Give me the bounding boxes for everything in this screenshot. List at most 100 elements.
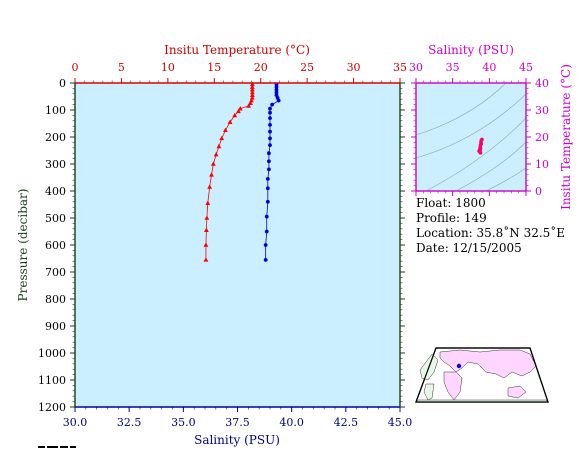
left-axis-tick-label: 700 xyxy=(45,266,66,279)
salinity-point xyxy=(267,167,271,172)
temperature-point xyxy=(203,257,209,262)
float-id: Float: 1800 xyxy=(416,196,486,210)
ts-right-axis-tick-label: 10 xyxy=(535,158,549,171)
profile-plot: 0 5 10 15 20 25 30 35 30.0 32.5 35.0 37.5 40.0 42.5 45… xyxy=(16,43,412,447)
bottom-axis-tick-label: 42.5 xyxy=(334,416,359,429)
salinity-point xyxy=(267,151,271,156)
generator-stamp xyxy=(38,446,76,448)
ts-top-axis-tick-label: 35 xyxy=(446,61,460,74)
ts-top-axis-tick-label: 40 xyxy=(482,61,496,74)
salinity-point xyxy=(268,106,272,111)
map-land-south-america xyxy=(423,383,435,401)
left-axis-tick-label: 1200 xyxy=(38,401,66,414)
temperature-point xyxy=(246,103,252,108)
density-contours xyxy=(415,82,527,192)
left-axis-tick-label: 800 xyxy=(45,293,66,306)
density-contour xyxy=(455,141,527,192)
temperature-point xyxy=(232,112,238,118)
salinity-point xyxy=(268,122,272,127)
map-land-africa xyxy=(443,371,463,401)
salinity-point xyxy=(265,199,270,204)
map-land-eurasia xyxy=(439,349,537,379)
profile-plot-marks xyxy=(203,81,281,262)
temperature-point xyxy=(203,227,209,232)
salinity-point xyxy=(268,143,272,148)
salinity-point xyxy=(274,90,279,95)
temperature-point xyxy=(219,135,225,141)
temperature-point xyxy=(248,100,253,106)
ts-top-axis-label: Salinity (PSU) xyxy=(428,43,514,57)
left-axis-tick-label: 300 xyxy=(45,158,66,171)
ts-right-axis-tick-label: 20 xyxy=(535,131,549,144)
salinity-point xyxy=(265,186,270,191)
profile-date: Date: 12/15/2005 xyxy=(416,241,522,255)
top-axis-tick-label: 0 xyxy=(72,61,79,74)
ts-point xyxy=(477,149,481,153)
top-axis-tick-label: 25 xyxy=(300,61,314,74)
temperature-point xyxy=(249,81,255,87)
density-contour xyxy=(415,82,507,136)
salinity-point xyxy=(268,136,272,141)
top-axis-label: Insitu Temperature (°C) xyxy=(164,43,310,57)
top-axis-tick-label: 5 xyxy=(118,61,125,74)
left-axis-tick-label: 900 xyxy=(45,320,66,333)
bottom-axis-tick-label: 32.5 xyxy=(117,416,142,429)
temperature-point xyxy=(236,108,241,114)
temperature-point xyxy=(249,87,255,92)
temperature-point xyxy=(249,84,255,89)
ts-right-axis-tick-label: 0 xyxy=(535,185,542,198)
salinity-point xyxy=(264,229,269,234)
bottom-axis-tick-label: 40.0 xyxy=(279,416,304,429)
temperature-point xyxy=(216,143,222,149)
profile-plot-ticks: 0 5 10 15 20 25 30 35 30.0 32.5 35.0 37.5 40.0 42.5 45… xyxy=(38,61,412,429)
left-axis-tick-label: 400 xyxy=(45,185,66,198)
left-axis-tick-label: 0 xyxy=(59,77,66,90)
density-contour xyxy=(425,117,527,192)
salinity-point xyxy=(274,87,279,92)
bottom-axis-tick-label: 30.0 xyxy=(63,416,88,429)
map-land-australia xyxy=(507,385,527,399)
salinity-point xyxy=(268,129,272,134)
temperature-point xyxy=(207,184,213,189)
temperature-point xyxy=(237,106,243,111)
ts-diagram-frame xyxy=(415,82,527,192)
salinity-point xyxy=(268,116,272,120)
temperature-point xyxy=(227,119,233,124)
bottom-axis-tick-label: 35.0 xyxy=(171,416,196,429)
map-outline xyxy=(415,347,549,403)
temperature-point xyxy=(249,89,255,95)
salinity-point xyxy=(263,243,268,247)
bottom-axis-label: Salinity (PSU) xyxy=(194,433,280,447)
ts-right-axis-tick-label: 40 xyxy=(535,77,549,90)
salinity-point xyxy=(267,159,271,164)
top-axis-tick-label: 15 xyxy=(207,61,221,74)
ts-diagram-marks xyxy=(477,137,484,155)
ts-right-axis-tick-label: 30 xyxy=(535,104,549,117)
left-axis-tick-label: 500 xyxy=(45,212,66,225)
temperature-point xyxy=(203,242,209,247)
left-axis-tick-label: 600 xyxy=(45,239,66,252)
ts-diagram-background xyxy=(416,83,526,191)
profile-number: Profile: 149 xyxy=(416,211,487,225)
salinity-point xyxy=(265,176,270,181)
float-location: Location: 35.8˚N 32.5˚E xyxy=(416,226,566,240)
salinity-point xyxy=(264,214,269,219)
salinity-point xyxy=(268,110,272,115)
density-contour xyxy=(485,167,527,192)
left-axis-tick-label: 200 xyxy=(45,131,66,144)
left-axis-tick-label: 1100 xyxy=(38,374,66,387)
top-axis-tick-label: 10 xyxy=(161,61,175,74)
temperature-point xyxy=(209,172,214,177)
temperature-point xyxy=(205,200,211,205)
top-axis-tick-label: 30 xyxy=(347,61,361,74)
bottom-axis-tick-label: 37.5 xyxy=(225,416,250,429)
location-map xyxy=(415,347,549,403)
ts-top-axis-tick-label: 30 xyxy=(409,61,423,74)
density-contour xyxy=(415,93,527,159)
left-axis-tick-label: 1000 xyxy=(38,347,66,360)
left-axis-tick-label: 100 xyxy=(45,104,66,117)
profile-plot-background xyxy=(75,83,400,407)
